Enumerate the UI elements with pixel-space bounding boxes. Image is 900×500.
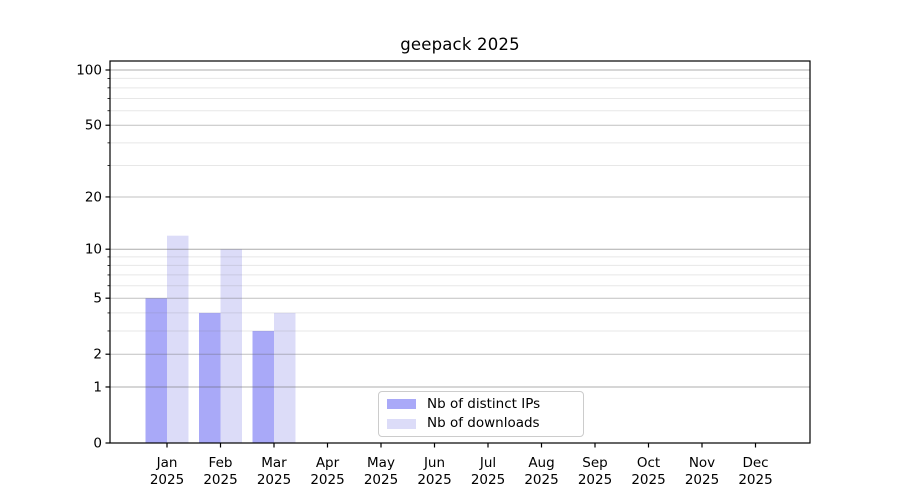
y-tick-label-5: 5 — [93, 291, 102, 307]
x-tick-label-year-may: 2025 — [364, 472, 398, 488]
x-tick-label-year-jun: 2025 — [417, 472, 451, 488]
x-tick-label-month-feb: Feb — [209, 455, 233, 471]
legend-item-downloads: Nb of downloads — [387, 414, 583, 431]
y-tick-label-1: 1 — [93, 379, 102, 395]
x-tick-label-year-dec: 2025 — [738, 472, 772, 488]
x-tick-label-year-feb: 2025 — [203, 472, 237, 488]
x-tick-label-month-may: May — [367, 455, 395, 471]
x-tick-label-month-oct: Oct — [637, 455, 660, 471]
x-tick-label-month-jul: Jul — [479, 455, 496, 471]
bar-distinct-ips-feb — [199, 312, 221, 443]
y-tick-label-10: 10 — [85, 242, 102, 258]
x-tick-label-year-jul: 2025 — [471, 472, 505, 488]
legend-swatch-distinct-ips — [387, 399, 416, 410]
x-tick-label-month-jun: Jun — [423, 455, 445, 471]
chart-legend: Nb of distinct IPs Nb of downloads — [378, 391, 584, 437]
bar-downloads-mar — [274, 312, 296, 443]
x-tick-label-year-oct: 2025 — [631, 472, 665, 488]
x-tick-label-month-sep: Sep — [582, 455, 607, 471]
x-tick-label-month-jan: Jan — [156, 455, 178, 471]
x-tick-label-year-nov: 2025 — [685, 472, 719, 488]
legend-item-distinct-ips: Nb of distinct IPs — [387, 395, 583, 412]
y-tick-label-20: 20 — [85, 189, 102, 205]
legend-label-distinct-ips: Nb of distinct IPs — [427, 395, 541, 412]
x-tick-label-month-mar: Mar — [261, 455, 287, 471]
legend-label-downloads: Nb of downloads — [427, 414, 540, 431]
bar-distinct-ips-jan — [145, 298, 167, 443]
y-tick-label-50: 50 — [85, 118, 102, 134]
x-tick-label-month-nov: Nov — [689, 455, 715, 471]
plot-border — [109, 60, 811, 444]
chart-title: geepack 2025 — [400, 35, 520, 54]
x-tick-label-month-apr: Apr — [316, 455, 340, 471]
bar-downloads-jan — [167, 235, 189, 443]
x-tick-label-month-aug: Aug — [528, 455, 554, 471]
x-tick-label-year-mar: 2025 — [257, 472, 291, 488]
y-tick-label-0: 0 — [93, 436, 102, 452]
x-tick-label-year-jan: 2025 — [150, 472, 184, 488]
y-tick-label-2: 2 — [93, 347, 102, 363]
legend-swatch-downloads — [387, 418, 416, 429]
x-tick-label-year-apr: 2025 — [310, 472, 344, 488]
bar-downloads-feb — [220, 249, 242, 443]
y-tick-label-100: 100 — [76, 63, 102, 79]
x-tick-label-year-sep: 2025 — [578, 472, 612, 488]
x-tick-label-month-dec: Dec — [742, 455, 768, 471]
x-tick-label-year-aug: 2025 — [524, 472, 558, 488]
